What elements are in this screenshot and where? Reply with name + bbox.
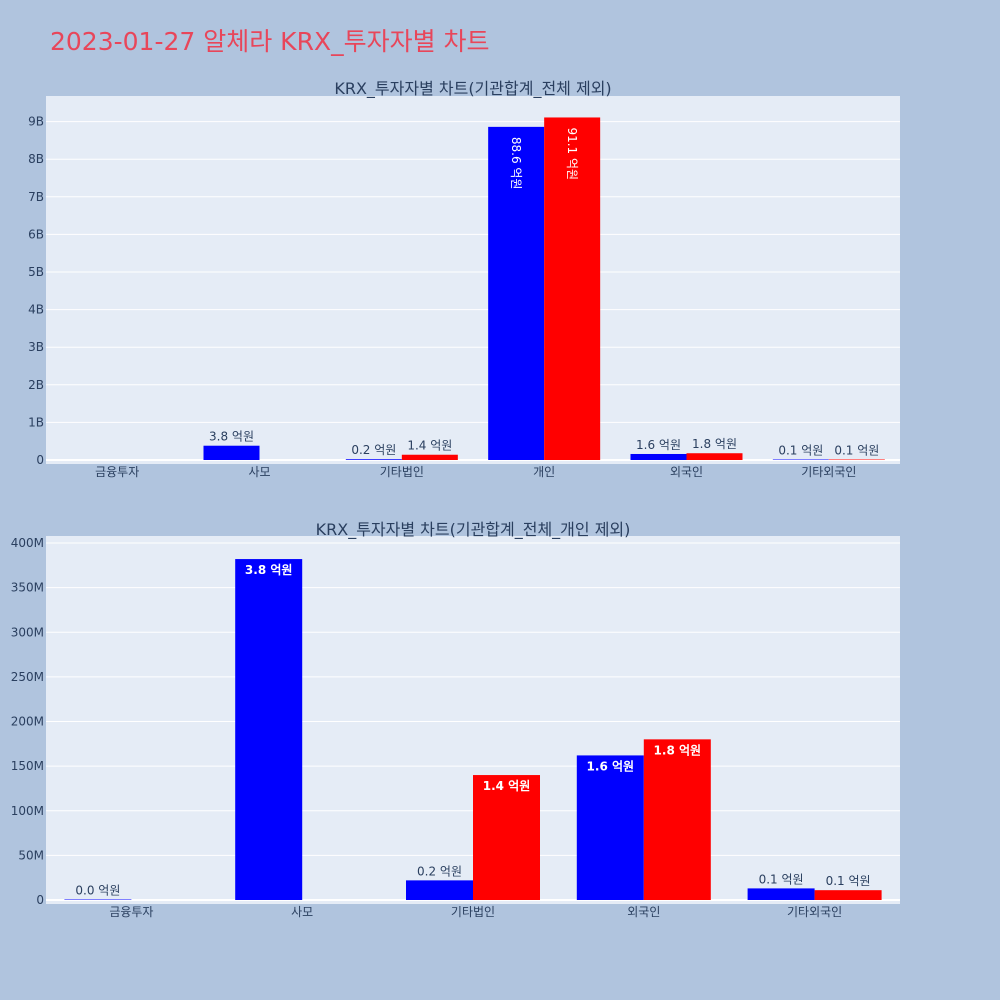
y-tick-label: 5B [28,265,44,279]
data-label: 0.0 억원 [75,884,120,898]
data-label: 3.8 억원 [245,563,293,577]
y-tick-label: 300M [11,625,44,639]
y-tick-label: 50M [18,848,44,862]
data-label: 1.8 억원 [654,743,702,757]
y-tick-label: 6B [28,227,44,241]
data-label: 0.1 억원 [834,444,879,458]
bar-사모-buy [235,559,303,900]
bar-외국인-sell [643,739,711,900]
bar-개인-buy [488,126,545,460]
bar-사모-buy [203,445,260,460]
bar-기타법인-buy [406,880,473,900]
data-label: 91.1 억원 [565,127,579,180]
y-tick-label: 150M [11,759,44,773]
bar-기타외국인-buy [772,459,829,460]
data-label: 1.6 억원 [587,759,635,773]
data-label: 0.2 억원 [351,443,396,457]
y-tick-label: 100M [11,804,44,818]
data-label: 3.8 억원 [209,430,254,444]
bar-기타법인-sell [473,775,540,900]
x-tick-label: 금융투자 [109,905,153,919]
chart-1: 0 1B 2B 3B 4B 5B 6B 7B 8B 9B KRX_투자자별 차트(기관합계_전체 제… [28,79,900,479]
y-tick-label: 9B [28,115,44,129]
data-label: 1.4 억원 [483,779,531,793]
data-label: 1.8 억원 [692,437,737,451]
y-tick-label: 8B [28,152,44,166]
y-tick-label: 0 [36,453,44,467]
bar-외국인-sell [686,453,743,460]
x-tick-label: 사모 [248,465,270,479]
data-label: 88.6 억원 [509,137,523,190]
y-tick-label: 400M [11,536,44,550]
bar-기타외국인-sell [828,459,885,460]
data-label: 1.6 억원 [636,438,681,452]
x-tick-label: 외국인 [670,465,703,479]
y-tick-label: 200M [11,715,44,729]
x-tick-label: 개인 [533,465,555,479]
bar-개인-sell [544,117,601,461]
bar-금융투자-buy [64,899,132,900]
data-label: 0.1 억원 [759,872,804,886]
chart-title: KRX_투자자별 차트(기관합계_전체_개인 제외) [316,520,631,540]
y-tick-label: 3B [28,340,44,354]
data-label: 0.2 억원 [417,864,462,878]
bar-외국인-buy [576,755,644,900]
x-tick-label: 기타외국인 [801,465,856,479]
y-tick-label: 4B [28,303,44,317]
page-title: 2023-01-27 알체라 KRX_투자자별 차트 [50,27,490,56]
y-tick-label: 350M [11,581,44,595]
x-tick-label: 기타법인 [380,465,424,479]
x-tick-label: 외국인 [627,905,660,919]
x-tick-label: 기타법인 [451,905,495,919]
chart-2: 0 50M 100M 150M 200M 250M 300M 350M 400M KRX_투자자별… [11,520,900,919]
bar-기타법인-buy [345,459,402,460]
y-tick-label: 0 [36,893,44,907]
bar-외국인-buy [630,453,687,460]
data-label: 0.1 억원 [826,874,871,888]
plot-area [46,96,900,464]
bar-기타외국인-sell [814,890,882,900]
x-tick-label: 기타외국인 [787,905,842,919]
y-tick-label: 2B [28,378,44,392]
x-tick-label: 사모 [291,905,313,919]
y-tick-label: 1B [28,415,44,429]
y-tick-label: 7B [28,190,44,204]
x-tick-label: 금융투자 [95,465,139,479]
bar-기타법인-sell [401,454,458,460]
bar-기타외국인-buy [747,888,815,900]
data-label: 1.4 억원 [407,439,452,453]
chart-title: KRX_투자자별 차트(기관합계_전체 제외) [334,79,611,99]
data-label: 0.1 억원 [778,444,823,458]
y-tick-label: 250M [11,670,44,684]
